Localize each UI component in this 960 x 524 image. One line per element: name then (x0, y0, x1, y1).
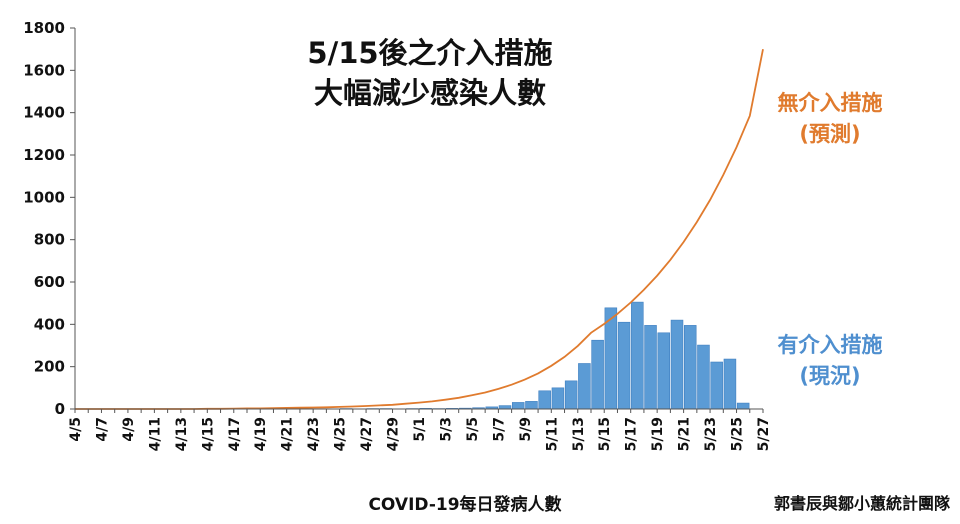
chart-title-line1: 5/15後之介入措施 (307, 36, 553, 70)
x-tick-label: 4/7 (94, 417, 110, 442)
y-tick-label: 1200 (23, 146, 65, 164)
bar-5/23 (710, 361, 723, 410)
annotation-no-intervention-label: 無介入措施 (777, 91, 883, 115)
x-tick-label: 5/19 (650, 417, 666, 451)
x-tick-label: 4/11 (147, 417, 163, 451)
bar-5/18 (644, 325, 657, 410)
x-tick-label: 5/9 (518, 417, 534, 442)
bar-5/11 (551, 387, 565, 410)
credit-label: 郭書辰與鄒小蕙統計團隊 (773, 494, 950, 513)
bar-5/7 (498, 405, 512, 410)
x-tick-label: 5/27 (756, 417, 772, 451)
bar-5/20 (670, 319, 684, 410)
x-tick-label: 5/23 (703, 417, 719, 451)
annotation-with-intervention: 有介入措施 (現況) (740, 330, 920, 392)
x-tick-label: 5/13 (571, 417, 587, 451)
bar-5/12 (564, 380, 578, 410)
x-tick-label: 4/13 (174, 417, 190, 451)
bar-5/19 (657, 332, 671, 410)
annotation-with-intervention-label: 有介入措施 (777, 333, 883, 357)
y-tick-label: 0 (55, 400, 65, 418)
x-tick-label: 5/15 (597, 417, 613, 451)
x-tick-label: 5/11 (544, 417, 560, 451)
bar-5/21 (683, 325, 697, 410)
annotation-with-intervention-note: (現況) (799, 364, 861, 388)
x-tick-label: 5/3 (438, 417, 454, 442)
chart-title-line2: 大幅減少感染人數 (313, 76, 546, 110)
bar-5/25 (736, 402, 750, 410)
x-tick-label: 4/5 (68, 417, 84, 442)
x-axis-ticks: 4/5 4/7 4/9 4/11 4/13 4/15 4/17 4/19 4/21 4/23 4/2… (68, 409, 772, 451)
x-tick-label: 4/23 (306, 417, 322, 451)
bar-5/14 (591, 339, 604, 410)
y-tick-label: 600 (34, 273, 65, 291)
x-tick-label: 5/25 (730, 417, 746, 451)
y-tick-label: 1400 (23, 104, 65, 122)
y-tick-label: 400 (34, 315, 65, 333)
x-tick-label: 4/9 (121, 417, 137, 442)
x-tick-label: 4/15 (200, 417, 216, 451)
x-tick-label: 5/17 (624, 417, 640, 451)
y-tick-label: 200 (34, 358, 65, 376)
bar-series (75, 301, 750, 410)
x-tick-label: 4/19 (253, 417, 269, 451)
x-tick-label: 4/21 (280, 417, 296, 451)
x-tick-label: 5/5 (465, 417, 481, 442)
y-tick-label: 800 (34, 231, 65, 249)
bar-5/16 (617, 321, 631, 410)
x-tick-label: 4/25 (333, 417, 349, 451)
bar-5/8 (511, 402, 525, 410)
x-tick-label: 4/29 (386, 417, 402, 451)
y-tick-label: 1600 (23, 61, 65, 79)
x-tick-label: 5/21 (677, 417, 693, 451)
bar-5/17 (631, 301, 644, 410)
bar-5/24 (723, 358, 737, 410)
y-tick-label: 1800 (23, 19, 65, 37)
bar-5/10 (538, 390, 551, 410)
y-tick-label: 1000 (23, 188, 65, 206)
x-tick-label: 5/1 (412, 417, 428, 442)
x-tick-label: 4/17 (227, 417, 243, 451)
bar-5/13 (578, 363, 591, 410)
annotation-no-intervention-note: (預測) (799, 122, 861, 146)
y-axis-ticks: 0 200 400 600 800 1000 1200 1400 1600 1800 (23, 19, 75, 418)
annotation-no-intervention: 無介入措施 (預測) (740, 88, 920, 150)
x-axis-title: COVID-19每日發病人數 (368, 495, 562, 515)
x-tick-label: 4/27 (359, 417, 375, 451)
x-tick-label: 5/7 (491, 417, 507, 442)
bar-5/9 (525, 401, 538, 410)
bar-5/22 (697, 344, 710, 410)
